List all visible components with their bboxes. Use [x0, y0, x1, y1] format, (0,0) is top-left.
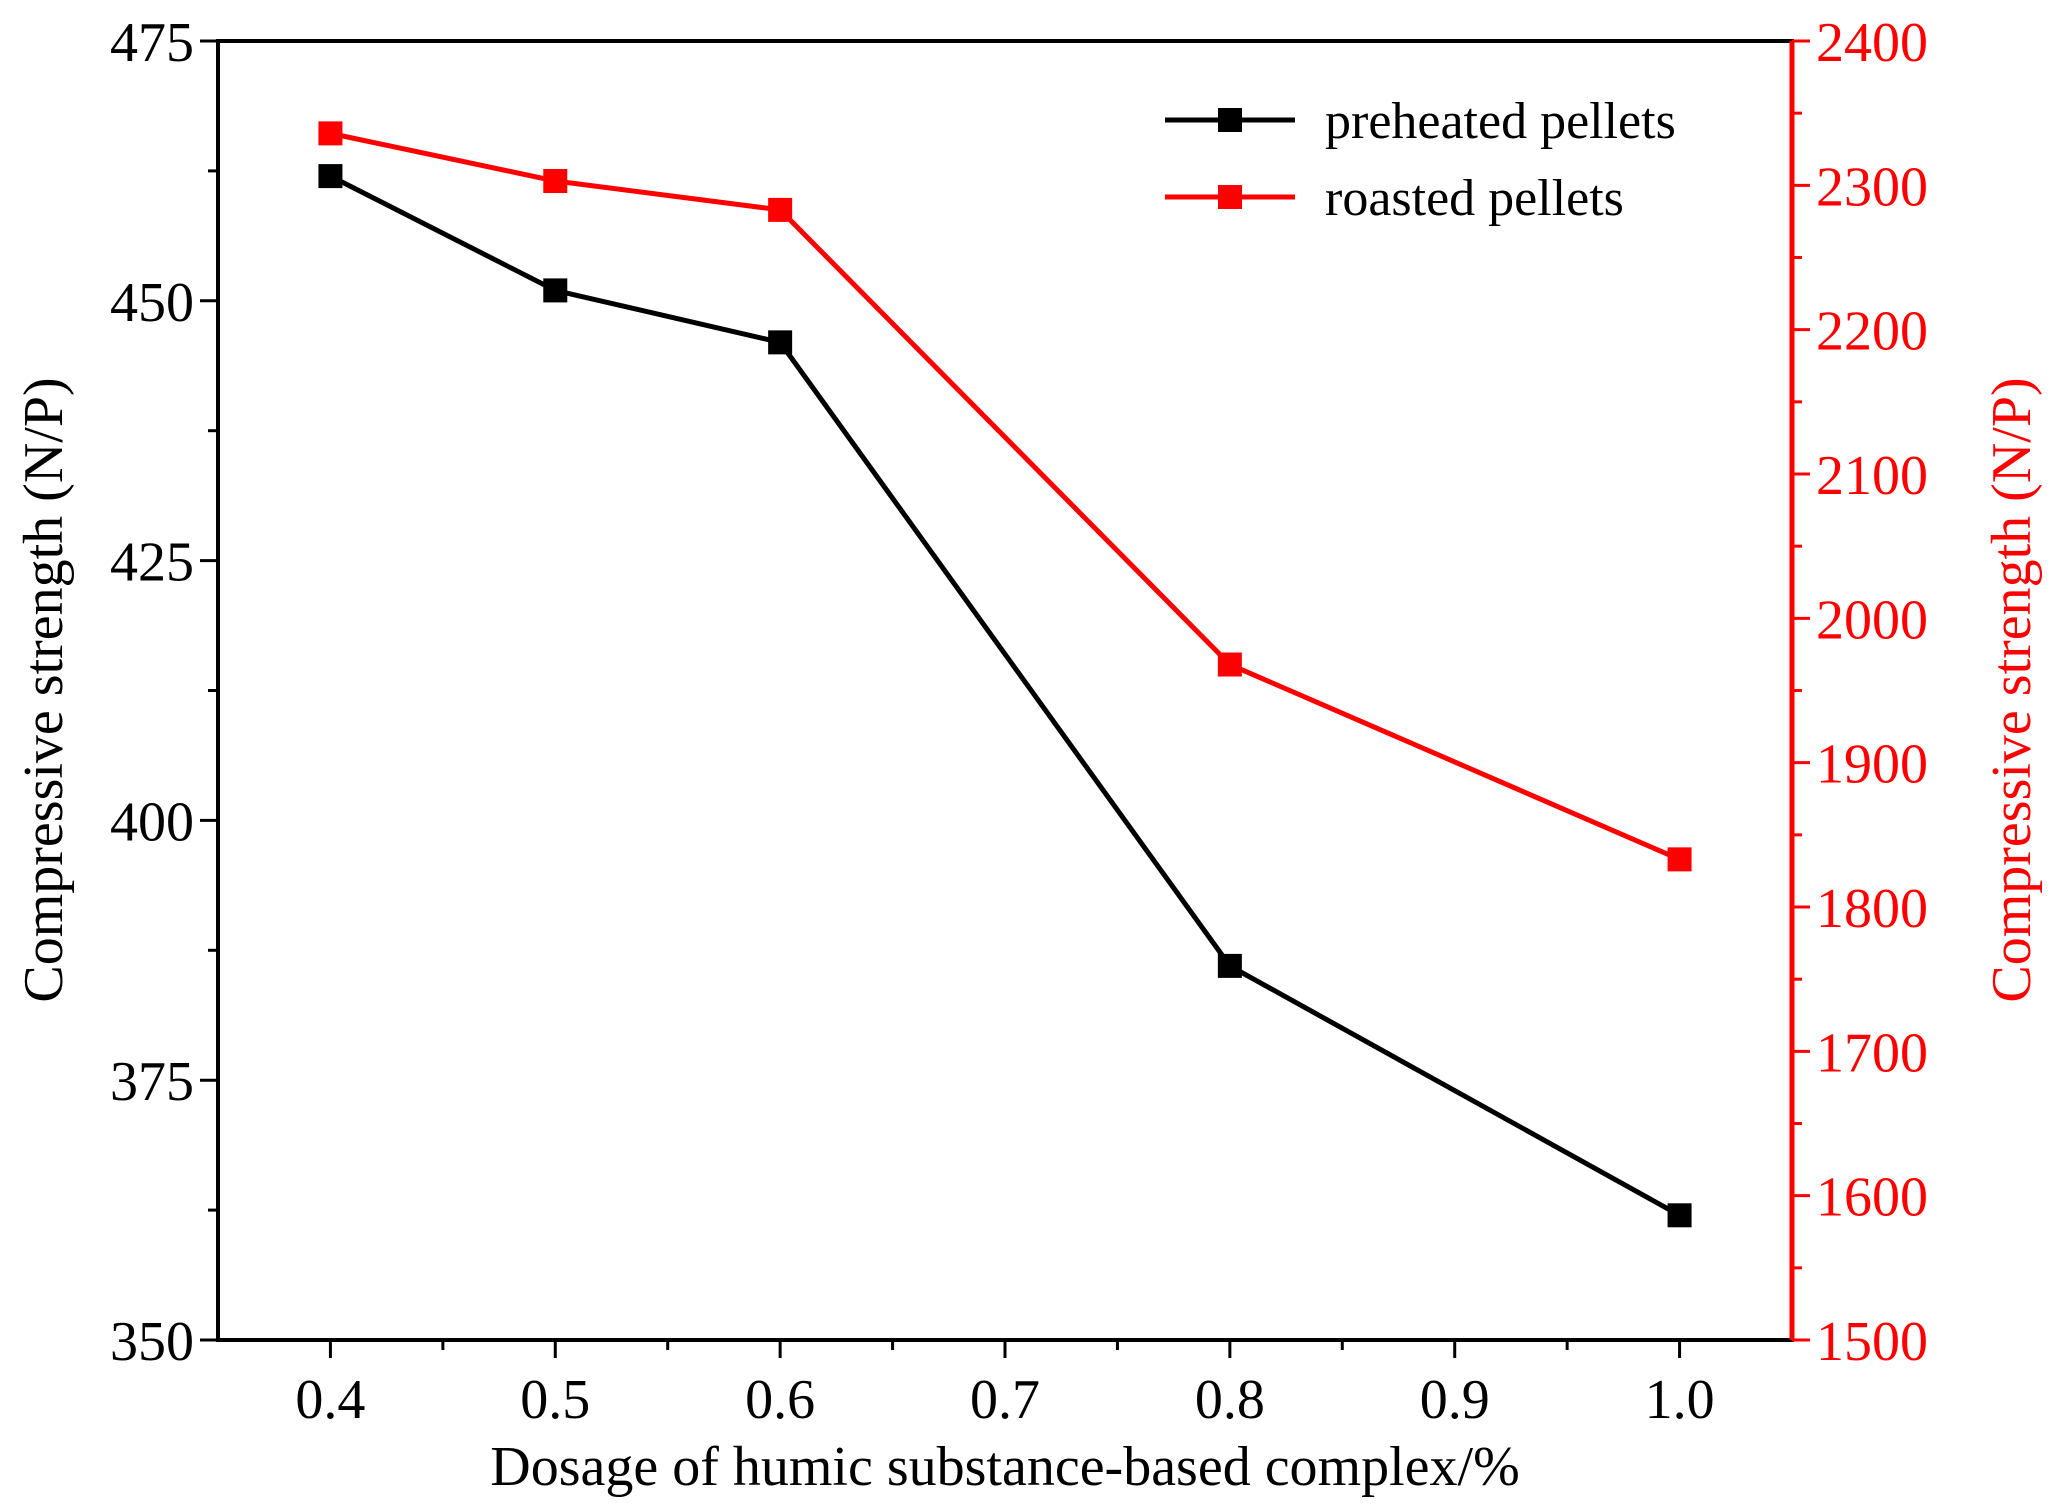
right-tick-label: 1600 — [1816, 1167, 1928, 1229]
data-point-roasted — [318, 121, 343, 146]
data-point-preheated — [543, 278, 568, 303]
legend-marker-preheated — [1218, 108, 1242, 132]
left-axis-ticks: 350 375 400 425 450 475 — [110, 12, 218, 1373]
data-point-preheated — [1667, 1203, 1692, 1228]
left-tick-label: 375 — [110, 1051, 194, 1113]
right-tick-label: 2300 — [1816, 156, 1928, 218]
x-tick-label: 1.0 — [1645, 1369, 1715, 1431]
left-axis-label: Compressive strength (N/P) — [13, 377, 75, 1002]
legend-label-roasted: roasted pellets — [1325, 170, 1624, 227]
series-layer — [318, 121, 1692, 1228]
right-tick-label: 2400 — [1816, 12, 1928, 74]
right-tick-label: 2100 — [1816, 445, 1928, 507]
right-tick-label: 1900 — [1816, 734, 1928, 796]
series-line-preheated — [329, 173, 1681, 1218]
right-tick-label: 1500 — [1816, 1311, 1928, 1373]
data-point-roasted — [543, 169, 568, 194]
x-tick-label: 0.5 — [520, 1369, 590, 1431]
series-line-roasted — [329, 130, 1681, 862]
x-tick-label: 0.6 — [745, 1369, 815, 1431]
legend-marker-roasted — [1218, 185, 1242, 209]
data-point-roasted — [1667, 847, 1692, 872]
data-point-preheated — [318, 164, 343, 189]
left-tick-label: 400 — [110, 791, 194, 853]
x-tick-label: 0.9 — [1420, 1369, 1490, 1431]
x-axis-label: Dosage of humic substance-based complex/… — [490, 1436, 1519, 1498]
legend: preheated pellets roasted pellets — [1165, 93, 1676, 227]
x-axis-ticks: 0.4 0.5 0.6 0.7 0.8 0.9 1.0 — [295, 1340, 1715, 1431]
right-axis-label: Compressive strength (N/P) — [1981, 377, 2043, 1002]
left-tick-label: 425 — [110, 532, 194, 594]
right-axis-ticks: 1500 1600 1700 1800 1900 2000 2100 2200 2300 2400 — [1792, 12, 1928, 1373]
left-tick-label: 475 — [110, 12, 194, 74]
data-point-preheated — [768, 330, 793, 355]
right-tick-label: 2200 — [1816, 301, 1928, 363]
data-point-roasted — [1217, 652, 1242, 677]
right-tick-label: 2000 — [1816, 589, 1928, 651]
data-point-roasted — [768, 197, 793, 222]
legend-label-preheated: preheated pellets — [1325, 93, 1676, 150]
right-tick-label: 1700 — [1816, 1022, 1928, 1084]
x-tick-label: 0.4 — [295, 1369, 365, 1431]
x-tick-label: 0.7 — [970, 1369, 1040, 1431]
data-point-preheated — [1217, 953, 1242, 978]
left-tick-label: 450 — [110, 272, 194, 334]
x-tick-label: 0.8 — [1195, 1369, 1265, 1431]
right-tick-label: 1800 — [1816, 878, 1928, 940]
left-tick-label: 350 — [110, 1311, 194, 1373]
